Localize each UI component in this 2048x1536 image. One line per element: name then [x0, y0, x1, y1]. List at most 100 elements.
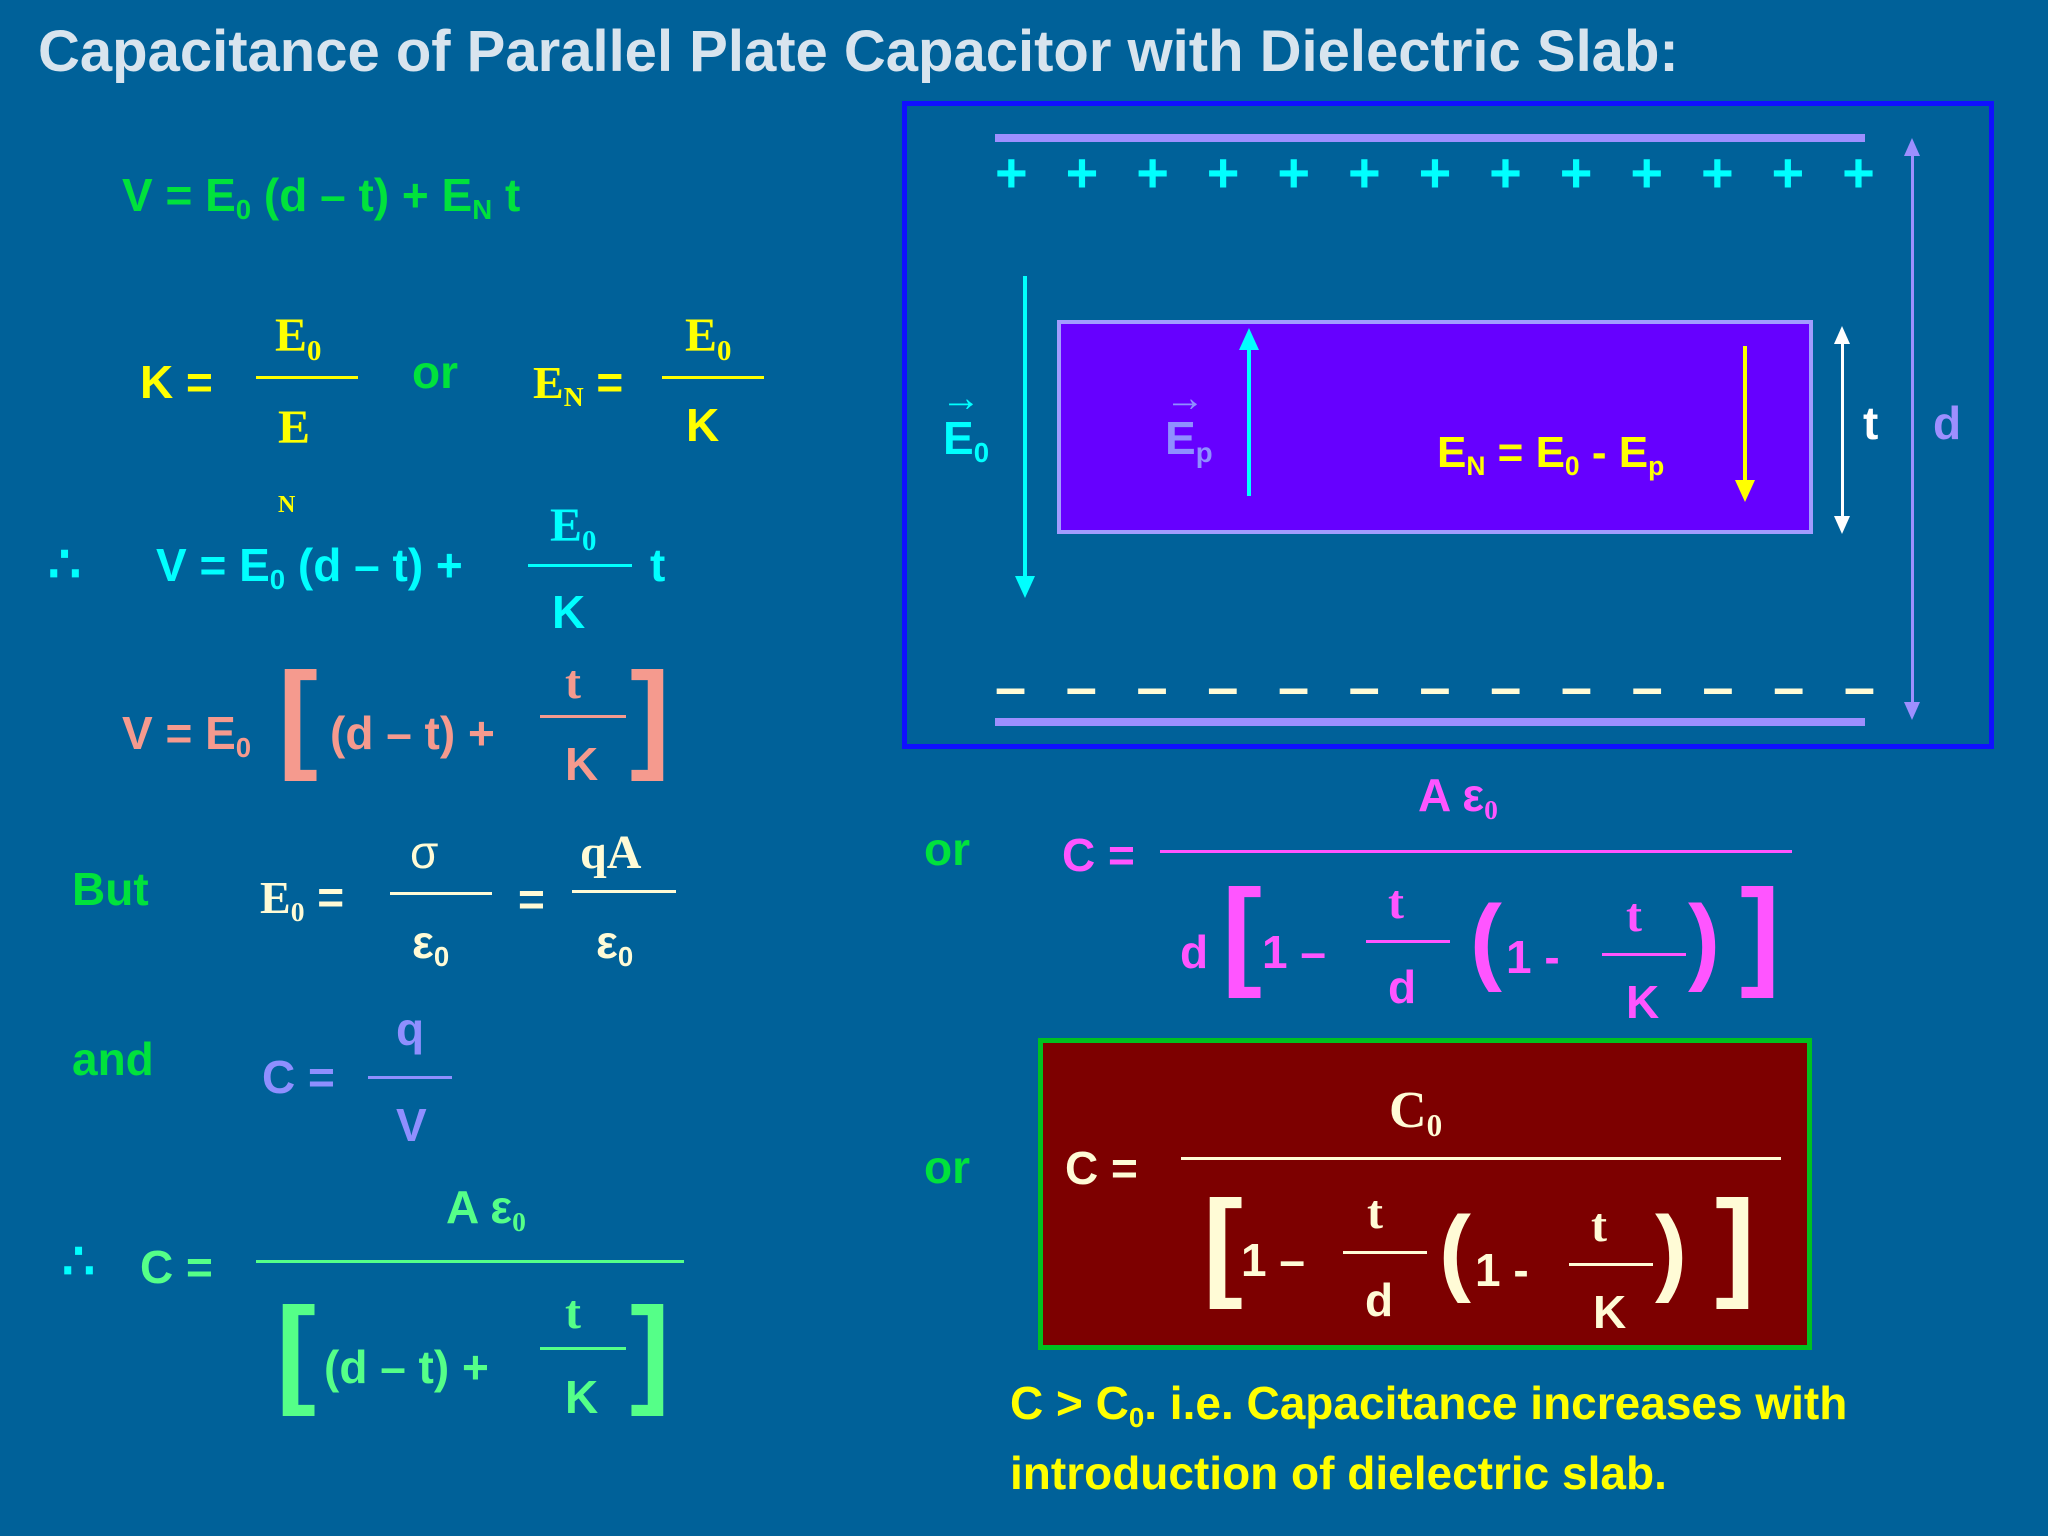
- fraction-numerator: t: [1388, 876, 1404, 929]
- left-bracket: [: [1222, 865, 1262, 999]
- minus-charge: –: [1702, 655, 1734, 718]
- fraction-numerator: qA: [580, 826, 642, 879]
- minus-charge: –: [1490, 655, 1522, 718]
- therefore-symbol: ∴: [48, 536, 82, 594]
- right-bracket: ]: [1740, 865, 1780, 999]
- fraction-bar: [1181, 1157, 1781, 1160]
- right-bracket: ]: [1715, 1176, 1755, 1310]
- e0-vector-symbol: →: [941, 376, 981, 420]
- positive-charges: + + + + + + + + + + + + +: [995, 140, 1875, 205]
- ep-vector-symbol: →: [1165, 376, 1205, 420]
- fraction-numerator: E0: [275, 309, 322, 367]
- left-bracket: [: [1203, 1176, 1243, 1310]
- minus-charge: –: [1136, 655, 1168, 718]
- plus-charge: +: [995, 141, 1028, 204]
- ep-label: Ep: [1165, 412, 1213, 469]
- fraction-bar: [662, 376, 764, 379]
- plus-charge: +: [1489, 141, 1522, 204]
- fraction-denominator: K: [686, 399, 720, 451]
- fraction-denominator: ε0: [596, 916, 634, 973]
- or-text: or: [924, 1141, 970, 1193]
- e0-label: E0: [943, 412, 990, 469]
- minus-charge: –: [1560, 655, 1593, 718]
- right-paren: ): [1688, 886, 1720, 993]
- t-arrow-head-top: [1834, 326, 1850, 344]
- minus-charge: –: [1631, 655, 1663, 718]
- minus-charge: –: [995, 655, 1027, 718]
- fraction-bar: [528, 564, 632, 567]
- minus-charge: –: [1419, 655, 1451, 718]
- fraction-numerator: t: [565, 656, 581, 709]
- e0-arrow-head: [1015, 576, 1035, 598]
- plus-charge: +: [1065, 141, 1099, 204]
- plus-charge: +: [1842, 141, 1875, 204]
- conclusion-line-2: introduction of dielectric slab.: [1010, 1447, 1667, 1499]
- en-arrow-head: [1735, 480, 1755, 502]
- left-bracket: [: [278, 648, 318, 782]
- t-dimension-line: [1841, 334, 1844, 522]
- result-box: C = C0 [ 1 – t d ( 1 - t K ) ]: [1038, 1038, 1812, 1350]
- right-bracket: ]: [630, 648, 670, 782]
- minus-charge: –: [1065, 655, 1097, 718]
- fraction-numerator: A ε0: [446, 1181, 526, 1238]
- minus-charge: –: [1348, 655, 1380, 718]
- minus-charge: –: [1773, 655, 1805, 718]
- d-label: d: [1933, 397, 1962, 449]
- fraction-bar: [256, 376, 358, 379]
- fraction-denominator: d: [1365, 1274, 1394, 1326]
- fraction-bar: [1366, 940, 1450, 943]
- fraction-denominator: d: [1388, 961, 1417, 1013]
- fraction-bar: [1569, 1263, 1653, 1266]
- fraction-numerator: t: [1367, 1186, 1383, 1239]
- fraction-numerator: t: [1591, 1199, 1607, 1252]
- fraction-numerator: t: [565, 1286, 581, 1339]
- plus-charge: +: [1771, 141, 1805, 204]
- right-paren: ): [1655, 1197, 1687, 1304]
- t-label: t: [1863, 397, 1879, 449]
- e0-arrow-shaft: [1023, 276, 1027, 581]
- page-title: Capacitance of Parallel Plate Capacitor …: [38, 19, 1679, 84]
- d-arrow-head-bottom: [1904, 702, 1920, 720]
- left-paren: (: [1439, 1197, 1471, 1304]
- fraction-bar: [256, 1260, 684, 1263]
- plus-charge: +: [1559, 141, 1593, 204]
- minus-charge: –: [1207, 655, 1239, 718]
- left-bracket: [: [276, 1283, 316, 1417]
- plus-charge: +: [1136, 141, 1169, 204]
- plus-charge: +: [1630, 141, 1664, 204]
- fraction-numerator: C0: [1389, 1082, 1443, 1144]
- en-relation-label: EN = E0 - Ep: [1437, 428, 1665, 481]
- fraction-denominator: K: [1593, 1286, 1627, 1338]
- fraction-bar: [540, 1347, 626, 1350]
- en-arrow-shaft: [1743, 346, 1747, 486]
- fraction-bar: [1343, 1251, 1427, 1254]
- fraction-bar: [540, 715, 626, 718]
- right-bracket: ]: [630, 1283, 670, 1417]
- plus-charge: +: [1700, 141, 1734, 204]
- equation-voltage: V = E0 (d – t) + EN t: [122, 169, 521, 226]
- ep-arrow-shaft: [1247, 346, 1251, 496]
- minus-charge: –: [1843, 655, 1875, 718]
- plus-charge: +: [1206, 141, 1240, 204]
- fraction-numerator: E0: [685, 309, 732, 367]
- fraction-bar: [572, 890, 676, 893]
- fraction-numerator: q: [396, 1003, 425, 1055]
- fraction-denominator: V: [396, 1099, 427, 1151]
- plus-charge: +: [1418, 141, 1452, 204]
- fraction-denominator: E: [278, 401, 311, 454]
- fraction-bar: [368, 1076, 452, 1079]
- t-arrow-head-bottom: [1834, 516, 1850, 534]
- positive-plate: [995, 134, 1865, 142]
- ep-arrow-head: [1239, 328, 1259, 350]
- fraction-numerator: σ: [410, 826, 439, 878]
- conclusion-line-1: C > C0. i.e. Capacitance increases with: [1010, 1377, 1848, 1434]
- fraction-denominator: K: [565, 738, 599, 790]
- left-paren: (: [1470, 886, 1502, 993]
- fraction-denominator: K: [1626, 976, 1660, 1028]
- fraction-numerator: E0: [550, 499, 597, 557]
- d-dimension-line: [1911, 146, 1914, 706]
- fraction-denominator: K: [565, 1371, 599, 1423]
- fraction-bar: [1602, 953, 1686, 956]
- capacitor-diagram: + + + + + + + + + + + + + – – – – – – – – – – – – – → E0 → Ep EN…: [902, 101, 1994, 749]
- d-arrow-head-top: [1904, 138, 1920, 156]
